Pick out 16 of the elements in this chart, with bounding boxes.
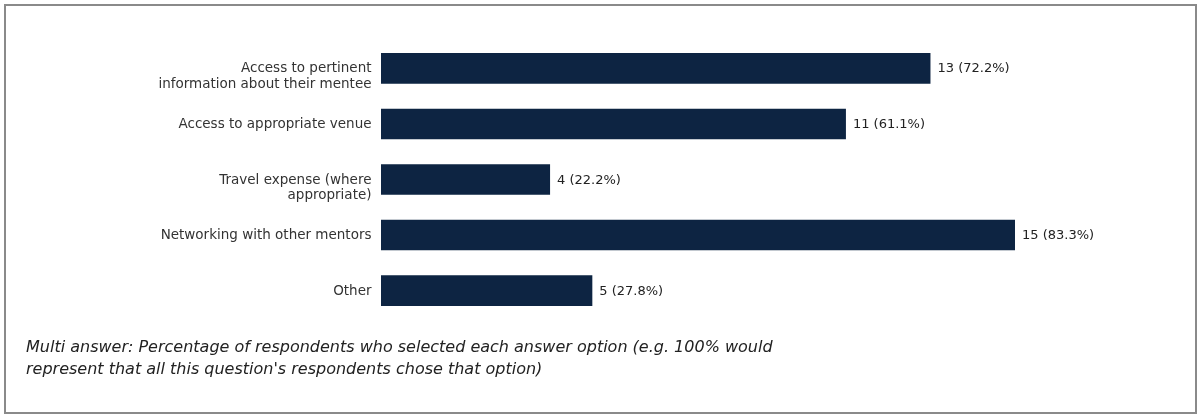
bar [381, 219, 1015, 251]
bar [381, 164, 551, 195]
bar [381, 53, 931, 84]
data-label: 4 (22.2%) [557, 171, 621, 187]
data-label: 11 (61.1%) [852, 115, 926, 131]
data-label: 5 (27.8%) [599, 282, 664, 298]
data-label: 13 (72.2%) [937, 60, 1010, 76]
y-tick-label: Access to appropriate venue [178, 114, 372, 131]
y-tick-label: Networking with other mentors [160, 226, 372, 243]
data-label: 15 (83.3%) [1022, 227, 1095, 243]
y-tick-label: Access to pertinent information about their mentee [158, 59, 372, 91]
bar [381, 108, 846, 140]
y-tick-label: Travel expense (where appropriate) [218, 170, 372, 202]
text: Multi answer: Percentage of respondents who selected each answer option (e.g. 100% would represent that all this question's respondents chose that option) [26, 336, 774, 380]
bar [381, 275, 593, 306]
y-tick-label: Other [333, 281, 372, 298]
